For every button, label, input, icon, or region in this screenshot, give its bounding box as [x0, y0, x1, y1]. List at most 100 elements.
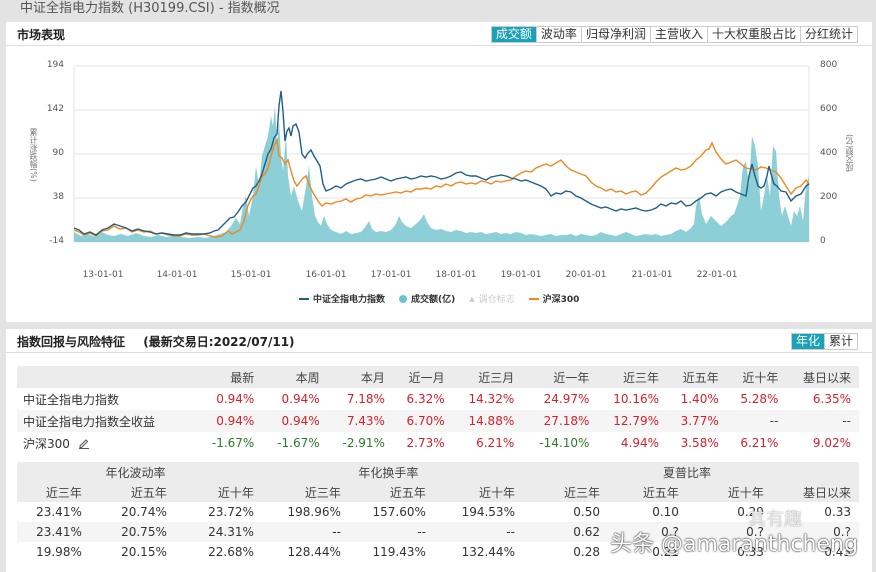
cell: 0.33 — [737, 545, 764, 559]
cell: 14.32% — [468, 392, 515, 406]
turnover-area — [74, 106, 809, 242]
cell: -- — [348, 522, 434, 542]
y-tick-right: 0 — [820, 236, 826, 246]
legend-item-rebalance[interactable]: ▲ 调仓标志 — [469, 292, 514, 306]
x-tick: 22-01-01 — [696, 270, 738, 280]
col-header: 本周 — [262, 366, 328, 388]
legend-item-turnover[interactable]: 成交额(亿) — [399, 292, 455, 305]
cell: 3.77% — [667, 410, 727, 432]
watermark-secondary: 其有趣 — [748, 509, 802, 530]
market-panel: 市场表现 成交额 波动率 归母净利润 主营收入 十大权重股占比 分红统计 — [6, 22, 872, 322]
y-axis-label-right: 成交额(亿) — [845, 134, 854, 173]
pencil-icon[interactable] — [78, 437, 90, 449]
chart-legend: 中证全指电力指数 成交额(亿) ▲ 调仓标志 沪深300 — [299, 292, 579, 305]
cell: 7.43% — [327, 410, 393, 432]
cell: 6.21% — [740, 436, 779, 450]
cell: 0.? — [771, 522, 859, 542]
cell: 20.74% — [121, 505, 167, 519]
y-axis-label-left: 累计涨跌幅(%) — [29, 128, 38, 182]
tab-top10-weight[interactable]: 十大权重股占比 — [706, 27, 800, 42]
cell: 10.16% — [613, 392, 660, 406]
risk-stats-table: 年化波动率 年化换手率 夏普比率 近三年 近五年 近十年 近三年 近五年 近十年… — [17, 462, 859, 562]
tab-turnover[interactable]: 成交额 — [491, 27, 536, 42]
cell: 132.44% — [461, 545, 515, 559]
cell: 27.18% — [522, 410, 598, 432]
cell: 0.? — [607, 522, 687, 542]
group-header-turnover: 年化换手率 — [261, 462, 523, 482]
tab-cumulative[interactable]: 累计 — [823, 334, 857, 349]
cell: 0.43 — [824, 545, 851, 559]
returns-table: 最新 本周 本月 近一月 近三月 近一年 近三年 近五年 近十年 基日以来 中证… — [17, 366, 859, 454]
table-row: 中证全指电力指数 0.94% 0.94% 7.18% 6.32% 14.32% … — [17, 388, 859, 410]
cell: 0.21 — [652, 545, 679, 559]
y-tick-right: 200 — [820, 192, 838, 202]
row-name-text: 沪深300 — [23, 436, 70, 451]
tab-dividend[interactable]: 分红统计 — [799, 27, 857, 42]
risk-title: 指数回报与风险特征 — [17, 335, 126, 349]
latest-trade-date: (最新交易日:2022/07/11) — [143, 335, 295, 349]
cell: -- — [726, 410, 787, 432]
cell: 3.58% — [680, 436, 719, 450]
table-row: 23.41% 20.75% 24.31% -- -- -- 0.62 0.? 0… — [17, 522, 859, 542]
cell: 119.43% — [372, 545, 426, 559]
cell: 14.88% — [452, 410, 523, 432]
market-panel-title: 市场表现 — [17, 28, 66, 42]
cell: 157.60% — [372, 505, 426, 519]
col-header: 本月 — [327, 366, 393, 388]
col-header: 近十年 — [686, 482, 772, 502]
cell: 0.50 — [573, 505, 600, 519]
legend-label: 成交额(亿) — [411, 295, 456, 305]
col-header: 基日以来 — [786, 366, 859, 388]
tab-net-profit[interactable]: 归母净利润 — [580, 27, 650, 42]
cell: 24.97% — [543, 392, 590, 406]
cell: -- — [433, 522, 523, 542]
x-tick: 14-01-01 — [156, 270, 198, 280]
y-tick-right: 600 — [820, 104, 838, 114]
group-header-sharpe: 夏普比率 — [522, 462, 859, 482]
tab-annualized[interactable]: 年化 — [791, 334, 824, 349]
cell: 6.32% — [406, 392, 445, 406]
table-row: 19.98% 20.15% 22.68% 128.44% 119.43% 132… — [17, 542, 859, 562]
col-header: 基日以来 — [771, 482, 859, 502]
group-header-row: 年化波动率 年化换手率 夏普比率 — [17, 462, 859, 482]
legend-label: 沪深300 — [542, 295, 580, 305]
cell: -- — [261, 522, 349, 542]
sub-header-row: 近三年 近五年 近十年 近三年 近五年 近十年 近三年 近五年 近十年 基日以来 — [17, 482, 859, 502]
market-chart[interactable]: 194 142 90 38 -14 累计涨跌幅(%) 800 600 400 2… — [6, 46, 872, 322]
y-tick-left: 38 — [52, 192, 64, 202]
index-line — [73, 90, 810, 236]
col-header: 近一月 — [392, 366, 453, 388]
circle-marker-icon — [399, 294, 408, 303]
legend-item-index[interactable]: 中证全指电力指数 — [299, 292, 385, 305]
cell: 0.33 — [824, 505, 851, 519]
col-header: 近五年 — [667, 366, 727, 388]
cell: 1.40% — [680, 392, 719, 406]
y-tick-right: 800 — [820, 60, 838, 70]
cell: -- — [786, 410, 859, 432]
cell: 0.28 — [573, 545, 600, 559]
col-header: 近三年 — [17, 482, 90, 502]
cell: 2.73% — [406, 436, 445, 450]
cell: 0.94% — [216, 392, 255, 406]
col-header: 近五年 — [607, 482, 687, 502]
cell: 198.96% — [287, 505, 341, 519]
page-title: 中证全指电力指数 (H30199.CSI) - 指数概况 — [20, 1, 280, 16]
cell: 20.75% — [89, 522, 175, 542]
cell: 19.98% — [36, 545, 82, 559]
legend-item-hs300[interactable]: 沪深300 — [528, 292, 580, 305]
col-header: 近三年 — [597, 366, 668, 388]
tab-volatility[interactable]: 波动率 — [535, 27, 581, 42]
y-tick-left: -14 — [49, 236, 64, 246]
col-header: 最新 — [197, 366, 263, 388]
table-row: 沪深300 -1.67% -1.67% -2.91% 2.73% 6.21% -… — [17, 432, 859, 454]
cell: 12.79% — [597, 410, 668, 432]
col-header: 近三月 — [452, 366, 523, 388]
col-header: 近十年 — [726, 366, 787, 388]
tab-revenue[interactable]: 主营收入 — [649, 27, 707, 42]
cell: -14.10% — [539, 436, 590, 450]
col-header: 近十年 — [174, 482, 262, 502]
x-tick: 21-01-01 — [631, 270, 673, 280]
cell: 128.44% — [287, 545, 341, 559]
row-name: 沪深300 — [17, 432, 197, 454]
cell: 22.68% — [208, 545, 254, 559]
